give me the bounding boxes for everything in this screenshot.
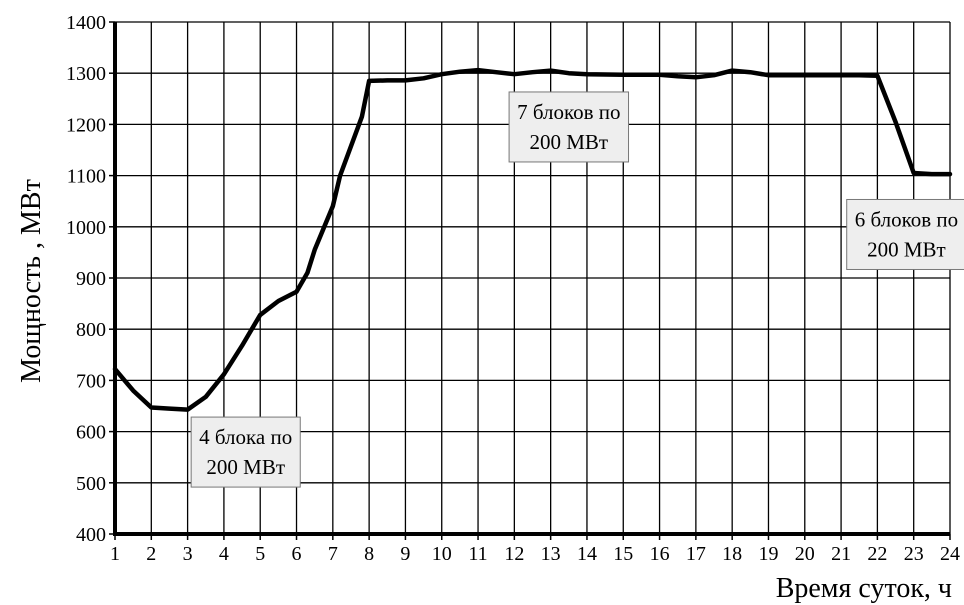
chart-series [112,67,953,412]
y-tick-label: 900 [76,268,106,290]
y-tick-label: 1100 [67,166,106,188]
x-tick-label: 4 [219,543,229,565]
chart-axes [109,21,951,540]
y-tick-label: 1000 [66,217,106,239]
x-tick-label: 10 [432,543,452,565]
x-tick-label: 5 [255,543,265,565]
x-tick-label: 1 [110,543,120,565]
y-tick-label: 600 [76,422,106,444]
annotation-box: 6 блоков по 200 МВт [846,198,964,270]
y-tick-label: 800 [76,319,106,341]
y-tick-label: 700 [76,370,106,392]
x-tick-label: 23 [904,543,924,565]
y-tick-label: 1400 [66,12,106,34]
annotation-text: 200 МВт [529,130,608,154]
x-tick-label: 2 [146,543,156,565]
annotation-text: 4 блока по [199,425,292,449]
annotation-background [190,416,301,488]
annotation-text: 6 блоков по [855,207,958,231]
annotation-box: 7 блоков по 200 МВт [508,91,630,163]
x-tick-label: 22 [867,543,887,565]
x-tick-label: 15 [613,543,633,565]
x-tick-label: 17 [686,543,706,565]
x-tick-label: 18 [722,543,742,565]
series-line-0 [112,67,953,412]
x-axis-label: Время суток, ч [776,573,952,604]
annotation-background [508,91,630,163]
x-tick-label: 8 [364,543,374,565]
y-axis-label: Мощность , МВт [16,179,47,383]
x-tick-labels: 1 2 3 4 5 6 7 8 9 10 11 12 13 14 15 16 17 18 19 20 21 22 23 24 [110,543,960,565]
annotation-text: 200 МВт [206,455,285,479]
x-tick-label: 16 [650,543,670,565]
annotation-background [846,198,964,270]
annotation-text: 7 блоков по [517,100,620,124]
x-tick-label: 19 [758,543,778,565]
x-tick-label: 12 [504,543,524,565]
x-tick-label: 6 [292,543,302,565]
y-tick-label: 400 [76,524,106,546]
annotation-text: 200 МВт [867,237,946,261]
x-tick-label: 11 [468,543,487,565]
y-tick-label: 1200 [66,114,106,136]
x-tick-label: 14 [577,543,597,565]
annotation-box: 4 блока по 200 МВт [190,416,301,488]
x-tick-label: 24 [940,543,960,565]
x-tick-label: 3 [183,543,193,565]
x-tick-label: 21 [831,543,851,565]
x-tick-label: 9 [400,543,410,565]
x-tick-label: 20 [795,543,815,565]
x-tick-label: 13 [541,543,561,565]
x-tick-label: 7 [328,543,338,565]
y-tick-label: 500 [76,473,106,495]
y-tick-labels: 400 500 600 700 800 900 1000 1100 1200 1300 1400 [66,12,106,546]
y-tick-label: 1300 [66,63,106,85]
